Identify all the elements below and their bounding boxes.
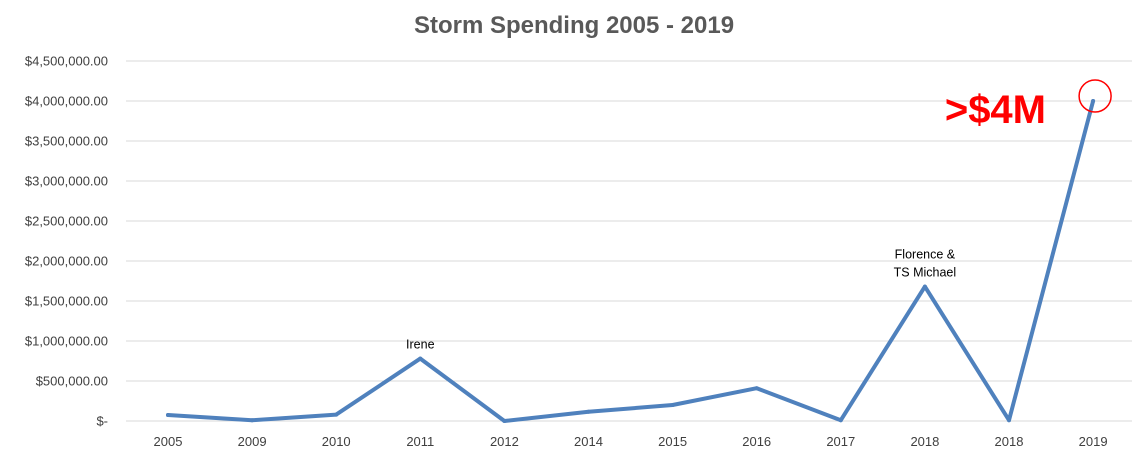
data-point xyxy=(418,356,423,361)
gridlines xyxy=(126,60,1132,422)
data-point xyxy=(1007,418,1011,423)
callout-label: >$4M xyxy=(945,88,1046,132)
annotations: Irene Florence & TS Michael >$4M xyxy=(406,79,1112,352)
y-tick-label: $1,000,000.00 xyxy=(25,334,108,349)
data-annotation: Irene xyxy=(406,338,435,352)
y-tick-label: $1,500,000.00 xyxy=(25,294,108,309)
x-tick-label: 2009 xyxy=(238,434,267,449)
chart-title: Storm Spending 2005 - 2019 xyxy=(414,12,734,39)
data-point xyxy=(670,403,675,407)
y-tick-label: $3,500,000.00 xyxy=(25,134,108,149)
y-tick-label: $3,000,000.00 xyxy=(25,174,108,189)
x-tick-label: 2018 xyxy=(995,434,1024,449)
y-tick-label: $- xyxy=(96,414,108,429)
callout-marker-circle xyxy=(1078,79,1112,113)
y-tick-label: $4,500,000.00 xyxy=(25,54,108,69)
y-axis-tick-labels: $4,500,000.00 $4,000,000.00 $3,500,000.00 $… xyxy=(25,54,108,429)
y-tick-label: $500,000.00 xyxy=(36,374,108,389)
data-annotation: TS Michael xyxy=(894,266,957,280)
x-tick-label: 2015 xyxy=(658,434,687,449)
data-point xyxy=(586,409,591,414)
data-annotation: Florence & xyxy=(895,248,956,262)
y-tick-label: $2,000,000.00 xyxy=(25,254,108,269)
x-tick-label: 2014 xyxy=(574,434,603,449)
data-point xyxy=(1091,99,1096,103)
data-point xyxy=(922,284,927,289)
x-tick-label: 2017 xyxy=(826,434,855,449)
y-tick-label: $4,000,000.00 xyxy=(25,94,108,109)
y-tick-label: $2,500,000.00 xyxy=(25,214,108,229)
x-tick-label: 2005 xyxy=(154,434,183,449)
data-point xyxy=(754,386,759,391)
data-point xyxy=(250,418,255,423)
x-tick-label: 2012 xyxy=(490,434,519,449)
data-point xyxy=(502,419,507,423)
x-tick-label: 2018 xyxy=(910,434,939,449)
x-tick-label: 2011 xyxy=(406,434,434,449)
x-tick-label: 2010 xyxy=(322,434,351,449)
x-tick-label: 2016 xyxy=(742,434,771,449)
series-line xyxy=(166,99,1096,423)
x-tick-label: 2019 xyxy=(1079,434,1108,449)
data-point xyxy=(334,412,339,417)
series-layer xyxy=(166,99,1096,423)
data-point xyxy=(838,418,843,423)
x-axis-tick-labels: 2005 2009 2010 2011 2012 2014 2015 2016 2017 2018… xyxy=(154,434,1108,449)
data-point xyxy=(166,413,170,417)
